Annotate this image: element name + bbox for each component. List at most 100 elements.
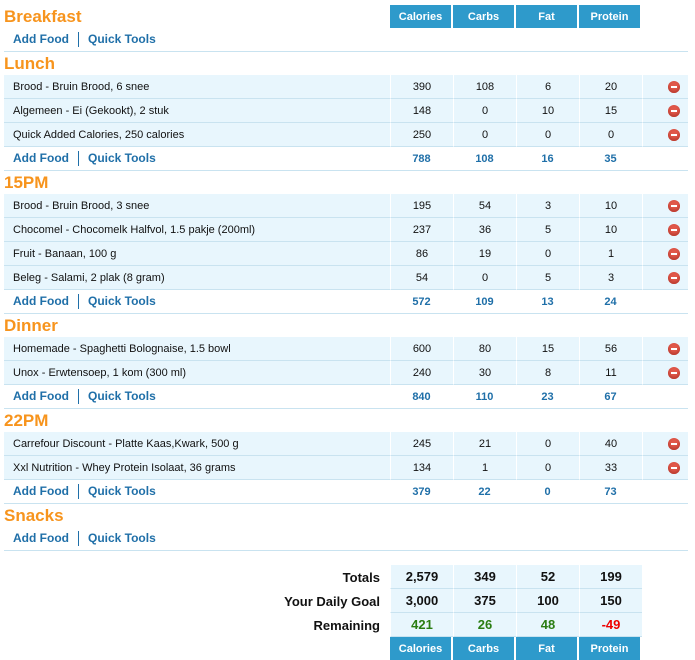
add-food-link[interactable]: Add Food <box>13 483 69 498</box>
delete-cell <box>642 266 688 290</box>
summary-value: -49 <box>579 613 642 637</box>
food-row: Quick Added Calories, 250 calories 250 0 0 0 <box>4 123 688 147</box>
column-header: Protein <box>579 5 642 28</box>
delete-cell <box>642 361 688 385</box>
food-value: 21 <box>453 432 516 456</box>
divider <box>77 484 79 500</box>
spacer <box>453 52 516 75</box>
add-food-link[interactable]: Add Food <box>13 31 69 46</box>
delete-icon[interactable] <box>667 223 680 236</box>
quick-tools-link[interactable]: Quick Tools <box>87 293 156 308</box>
add-food-link[interactable]: Add Food <box>13 150 69 165</box>
column-header: Carbs <box>453 637 516 660</box>
food-value: 10 <box>579 218 642 242</box>
food-name[interactable]: Quick Added Calories, 250 calories <box>4 123 390 147</box>
spacer <box>579 504 642 527</box>
food-value: 108 <box>453 75 516 99</box>
food-value: 195 <box>390 194 453 218</box>
meal-total <box>390 527 453 551</box>
quick-tools-link[interactable]: Quick Tools <box>87 530 156 545</box>
meal-total <box>390 28 453 52</box>
food-value: 30 <box>453 361 516 385</box>
food-name[interactable]: Homemade - Spaghetti Bolognaise, 1.5 bow… <box>4 337 390 361</box>
food-value: 148 <box>390 99 453 123</box>
delete-cell <box>642 194 688 218</box>
quick-tools-link[interactable]: Quick Tools <box>87 31 156 46</box>
food-name[interactable]: Brood - Bruin Brood, 3 snee <box>4 194 390 218</box>
quick-tools-link[interactable]: Quick Tools <box>87 388 156 403</box>
food-value: 3 <box>579 266 642 290</box>
summary-label: Your Daily Goal <box>284 593 380 609</box>
food-name[interactable]: Unox - Erwtensoep, 1 kom (300 ml) <box>4 361 390 385</box>
summary-value: 150 <box>579 589 642 613</box>
food-value: 3 <box>516 194 579 218</box>
food-name[interactable]: Xxl Nutrition - Whey Protein Isolaat, 36… <box>4 456 390 480</box>
meal-total: 23 <box>516 385 579 409</box>
food-value: 20 <box>579 75 642 99</box>
meal-total: 840 <box>390 385 453 409</box>
food-value: 36 <box>453 218 516 242</box>
delete-icon[interactable] <box>667 199 680 212</box>
food-name[interactable]: Beleg - Salami, 2 plak (8 gram) <box>4 266 390 290</box>
delete-cell <box>642 99 688 123</box>
meal-total <box>516 527 579 551</box>
add-food-link[interactable]: Add Food <box>13 293 69 308</box>
food-row: Brood - Bruin Brood, 3 snee 195 54 3 10 <box>4 194 688 218</box>
diary-table: Breakfast Calories Carbs Fat Protein Add Food… <box>4 5 688 551</box>
summary-value: 100 <box>516 589 579 613</box>
delete-cell <box>642 75 688 99</box>
food-name[interactable]: Brood - Bruin Brood, 6 snee <box>4 75 390 99</box>
meal-total: 110 <box>453 385 516 409</box>
delete-icon[interactable] <box>667 247 680 260</box>
meal-total: 379 <box>390 480 453 504</box>
spacer <box>390 171 453 194</box>
column-header: Protein <box>579 637 642 660</box>
food-row: Xxl Nutrition - Whey Protein Isolaat, 36… <box>4 456 688 480</box>
meal-footer: Add Food Quick Tools 379 22 0 73 <box>4 480 688 504</box>
spacer <box>642 613 688 637</box>
quick-tools-link[interactable]: Quick Tools <box>87 150 156 165</box>
food-value: 80 <box>453 337 516 361</box>
meal-footer: Add Food Quick Tools 788 108 16 35 <box>4 147 688 171</box>
meal-total: 788 <box>390 147 453 171</box>
meal-total: 572 <box>390 290 453 314</box>
delete-icon[interactable] <box>667 271 680 284</box>
add-food-link[interactable]: Add Food <box>13 530 69 545</box>
spacer <box>642 527 688 551</box>
delete-icon[interactable] <box>667 128 680 141</box>
meal-header: 22PM <box>4 409 688 432</box>
delete-icon[interactable] <box>667 342 680 355</box>
food-value: 5 <box>516 218 579 242</box>
food-value: 250 <box>390 123 453 147</box>
delete-icon[interactable] <box>667 437 680 450</box>
food-name[interactable]: Chocomel - Chocomelk Halfvol, 1.5 pakje … <box>4 218 390 242</box>
meal-total: 108 <box>453 147 516 171</box>
add-food-link[interactable]: Add Food <box>13 388 69 403</box>
spacer <box>642 589 688 613</box>
summary-label: Remaining <box>313 617 380 633</box>
column-header: Fat <box>516 5 579 28</box>
delete-icon[interactable] <box>667 80 680 93</box>
delete-icon[interactable] <box>667 104 680 117</box>
delete-icon[interactable] <box>667 366 680 379</box>
spacer <box>579 52 642 75</box>
food-value: 8 <box>516 361 579 385</box>
food-name[interactable]: Fruit - Banaan, 100 g <box>4 242 390 266</box>
meal-header: Dinner <box>4 314 688 337</box>
spacer <box>642 565 688 589</box>
food-value: 19 <box>453 242 516 266</box>
food-name[interactable]: Algemeen - Ei (Gekookt), 2 stuk <box>4 99 390 123</box>
spacer <box>642 290 688 314</box>
quick-tools-link[interactable]: Quick Tools <box>87 483 156 498</box>
spacer <box>642 5 688 28</box>
delete-cell <box>642 123 688 147</box>
food-row: Algemeen - Ei (Gekookt), 2 stuk 148 0 10 15 <box>4 99 688 123</box>
meal-links: Add Food Quick Tools <box>4 385 390 409</box>
spacer <box>642 480 688 504</box>
spacer <box>579 171 642 194</box>
delete-icon[interactable] <box>667 461 680 474</box>
spacer <box>516 409 579 432</box>
divider <box>77 151 79 167</box>
food-name[interactable]: Carrefour Discount - Platte Kaas,Kwark, … <box>4 432 390 456</box>
food-value: 134 <box>390 456 453 480</box>
